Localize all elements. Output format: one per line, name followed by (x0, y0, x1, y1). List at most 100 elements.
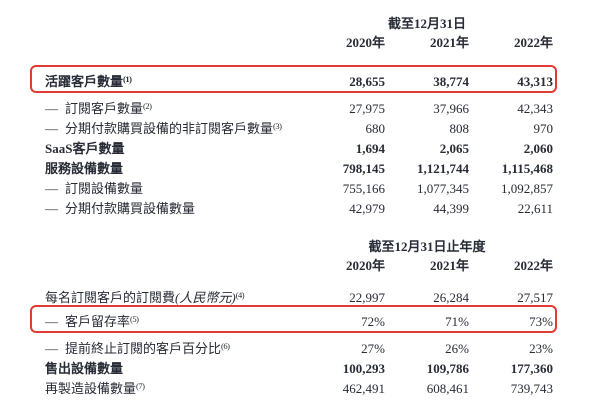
table-row-installment-devices: — 分期付款購買設備數量 42,979 44,399 22,611 (45, 196, 553, 216)
value-cell: 2,065 (439, 141, 469, 156)
value-cell: 42,979 (349, 201, 385, 216)
value-cell: 26,284 (433, 290, 469, 305)
row-label-text: 每名訂閱客戶的訂閱費 (45, 290, 176, 305)
row-label: SaaS客戶數量 (45, 136, 301, 159)
row-label-text: 分期付款購買設備數量 (65, 201, 196, 216)
table-row-devices-sold: 售出設備數量 100,293 109,786 177,360 (45, 356, 553, 376)
year-header-2021: 2021年 (429, 258, 469, 273)
value-cell: 462,491 (342, 381, 385, 396)
value-cell: 37,966 (433, 101, 469, 116)
value-cell: 43,313 (517, 74, 553, 89)
year-header-2021: 2021年 (429, 35, 469, 50)
row-label: — 客戶留存率(5) (45, 308, 301, 333)
period-header: 截至12月31日 (387, 16, 466, 31)
table-row-subscription-fee-per-customer: 每名訂閱客戶的訂閱費(人民幣元)(4) 22,997 26,284 27,517 (45, 285, 553, 305)
row-label-text: 售出設備數量 (45, 361, 124, 376)
subscription-metrics-table: 截至12月31日止年度 2020年 2021年 2022年 每名訂閱客戶的訂閱費… (30, 237, 557, 396)
dash-prefix: — (45, 341, 58, 356)
row-label: — 訂閱客戶數量(2) (45, 96, 301, 119)
table-row-devices-in-service: 服務設備數量 798,145 1,121,744 1,115,468 (45, 156, 553, 176)
footnote-marker: (5) (130, 314, 139, 324)
value-cell: 72% (361, 314, 385, 329)
customer-metrics-table: 截至12月31日 2020年 2021年 2022年 活躍客戶數量(1) 28,… (30, 14, 557, 216)
table1-period-header-row: 截至12月31日 (45, 14, 553, 33)
value-cell: 808 (449, 121, 470, 136)
value-cell: 739,743 (510, 381, 553, 396)
value-cell: 22,611 (517, 201, 553, 216)
dash-prefix: — (45, 181, 58, 196)
row-label-text: 訂閱設備數量 (65, 181, 144, 196)
row-label-text: 活躍客戶數量 (45, 74, 124, 89)
table-row-subscription-customers: — 訂閱客戶數量(2) 27,975 37,966 42,343 (45, 96, 553, 116)
row-label: — 訂閱設備數量 (45, 176, 301, 199)
value-cell: 42,343 (517, 101, 553, 116)
value-cell: 109,786 (426, 361, 469, 376)
row-label: 售出設備數量 (45, 356, 301, 379)
row-label-text: 訂閱客戶數量 (65, 101, 144, 116)
row-label-text: 分期付款購買設備的非訂閱客戶數量 (65, 121, 274, 136)
table2-period-header-row: 截至12月31日止年度 (45, 237, 553, 256)
footnote-marker: (1) (123, 74, 132, 84)
value-cell: 26% (445, 341, 469, 356)
value-cell: 27,975 (349, 101, 385, 116)
table-row-subscription-devices: — 訂閱設備數量 755,166 1,077,345 1,092,857 (45, 176, 553, 196)
table-row-active-customers highlight-box: 活躍客戶數量(1) 28,655 38,774 43,313 (30, 65, 557, 93)
row-label-text: 客戶留存率 (65, 314, 131, 329)
row-label: 服務設備數量 (45, 156, 301, 179)
year-header-2022: 2022年 (513, 35, 553, 50)
footnote-marker: (3) (273, 121, 282, 131)
table-row-early-termination-percentage: — 提前終止訂閱的客戶百分比(6) 27% 26% 23% (45, 336, 553, 356)
period-header: 截至12月31日止年度 (368, 239, 486, 254)
value-cell: 73% (529, 314, 553, 329)
value-cell: 38,774 (433, 74, 469, 89)
row-label: — 分期付款購買設備的非訂閱客戶數量(3) (45, 116, 301, 139)
row-label: 每名訂閱客戶的訂閱費(人民幣元)(4) (45, 285, 301, 308)
value-cell: 798,145 (342, 161, 385, 176)
table-row-remanufactured-devices: 再製造設備數量(7) 462,491 608,461 739,743 (45, 376, 553, 396)
value-cell: 44,399 (433, 201, 469, 216)
dash-prefix: — (45, 121, 58, 136)
row-label: — 分期付款購買設備數量 (45, 196, 301, 219)
value-cell: 71% (445, 314, 469, 329)
value-cell: 177,360 (510, 361, 553, 376)
footnote-marker: (4) (235, 290, 245, 300)
value-cell: 28,655 (349, 74, 385, 89)
dash-prefix: — (45, 201, 58, 216)
table1-year-header-row: 2020年 2021年 2022年 (45, 33, 553, 52)
value-cell: 755,166 (342, 181, 385, 196)
row-label-text: 服務設備數量 (45, 161, 124, 176)
footnote-marker: (2) (143, 101, 152, 111)
row-label: — 提前終止訂閱的客戶百分比(6) (45, 336, 301, 359)
table-row-installment-noswap-customers: — 分期付款購買設備的非訂閱客戶數量(3) 680 808 970 (45, 116, 553, 136)
value-cell: 970 (533, 121, 554, 136)
value-cell: 27,517 (517, 290, 553, 305)
value-cell: 1,115,468 (501, 161, 553, 176)
table-row-saas-customers: SaaS客戶數量 1,694 2,065 2,060 (45, 136, 553, 156)
row-label-text: 再製造設備數量 (45, 381, 137, 396)
footnote-marker: (7) (136, 381, 145, 391)
value-cell: 1,077,345 (417, 181, 469, 196)
year-header-2022: 2022年 (513, 258, 553, 273)
row-label-paren: (人民幣元) (175, 290, 236, 305)
value-cell: 22,997 (349, 290, 385, 305)
row-label: 再製造設備數量(7) (45, 376, 301, 399)
footnote-marker: (6) (221, 341, 230, 351)
row-label-text: SaaS客戶數量 (45, 141, 125, 156)
value-cell: 100,293 (342, 361, 385, 376)
value-cell: 1,121,744 (417, 161, 469, 176)
value-cell: 1,694 (355, 141, 385, 156)
dash-prefix: — (45, 314, 58, 329)
table2-year-header-row: 2020年 2021年 2022年 (45, 256, 553, 275)
table-row-customer-retention-rate highlight-box: — 客戶留存率(5) 72% 71% 73% (30, 305, 557, 333)
year-header-2020: 2020年 (345, 35, 385, 50)
row-label-text: 提前終止訂閱的客戶百分比 (65, 341, 222, 356)
value-cell: 1,092,857 (501, 181, 553, 196)
value-cell: 680 (365, 121, 386, 136)
year-header-2020: 2020年 (345, 258, 385, 273)
row-label: 活躍客戶數量(1) (45, 68, 301, 93)
value-cell: 2,060 (523, 141, 553, 156)
dash-prefix: — (45, 101, 58, 116)
value-cell: 27% (361, 341, 385, 356)
value-cell: 608,461 (426, 381, 469, 396)
